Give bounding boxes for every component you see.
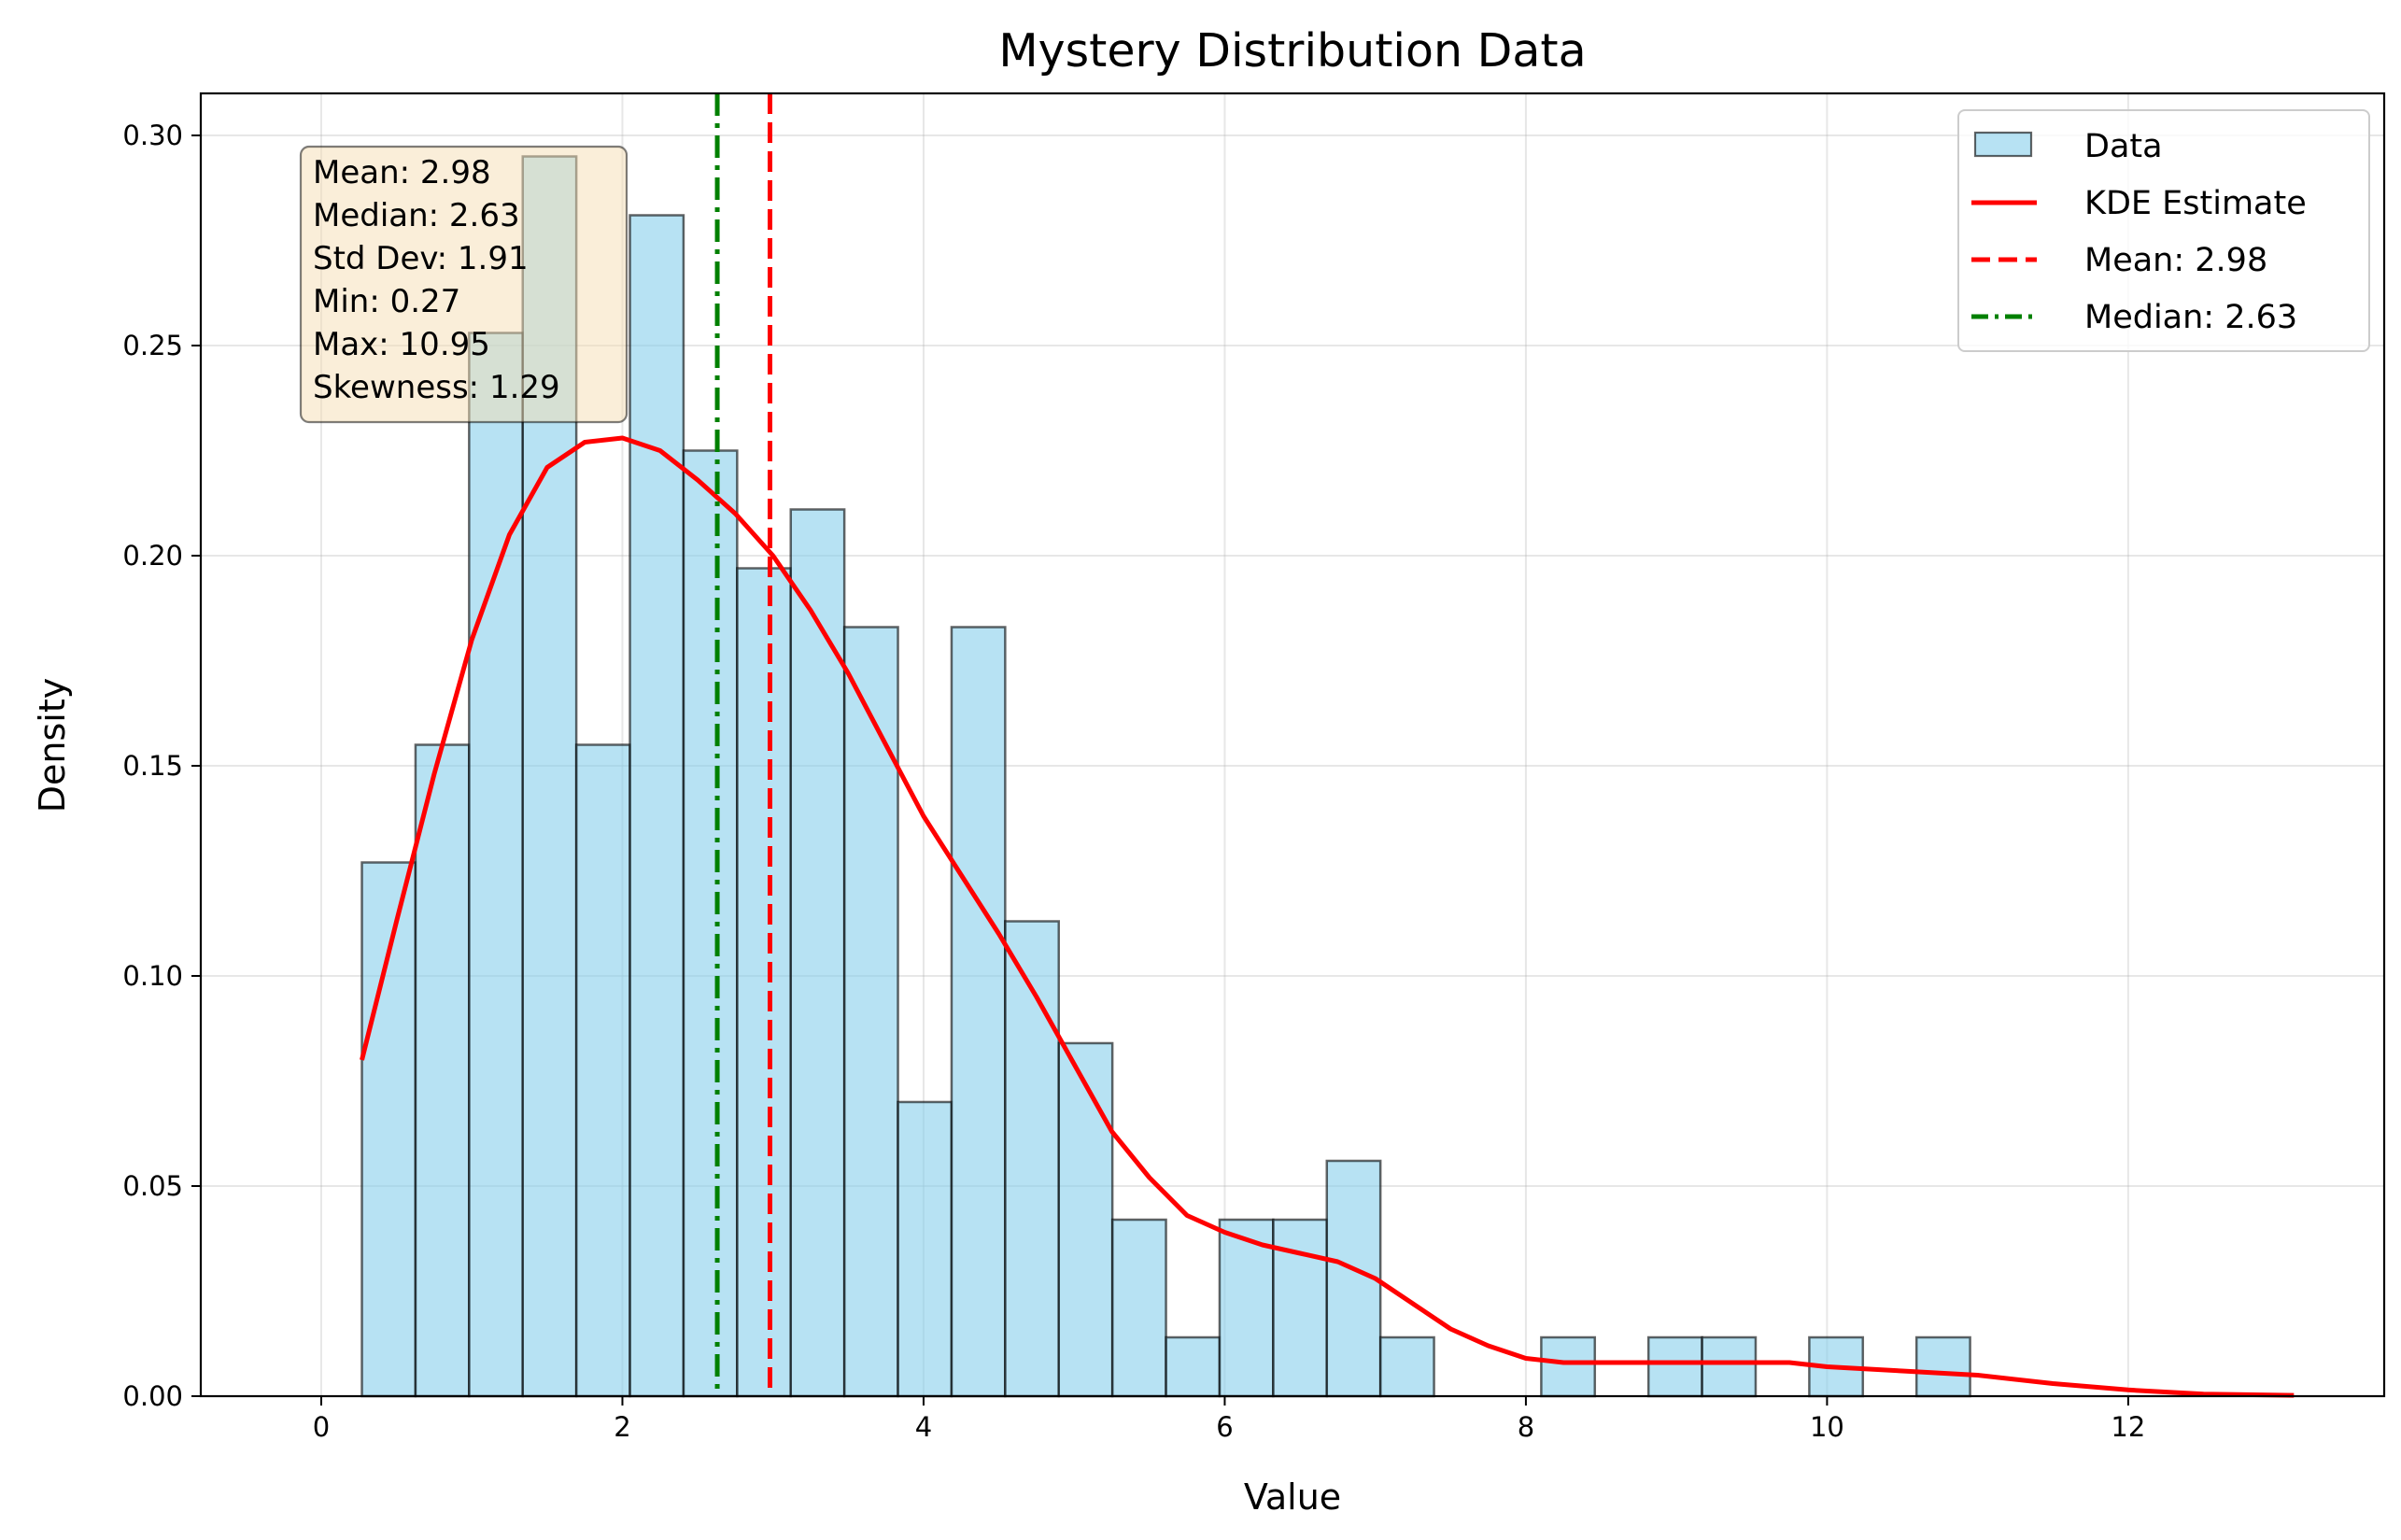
x-tick-label: 0 bbox=[313, 1411, 330, 1443]
x-tick-label: 12 bbox=[2111, 1411, 2145, 1443]
y-tick-label: 0.15 bbox=[122, 750, 183, 782]
x-tick-label: 4 bbox=[915, 1411, 932, 1443]
stats-line: Mean: 2.98 bbox=[313, 154, 491, 191]
y-tick-label: 0.20 bbox=[122, 540, 183, 572]
plot-frame bbox=[199, 92, 2386, 1398]
y-axis-ticks: 0.00 0.05 0.10 0.15 0.20 0.25 0.30 bbox=[122, 120, 201, 1412]
histogram-bar bbox=[1165, 1335, 1222, 1398]
histogram-bar bbox=[736, 567, 792, 1398]
x-tick-label: 8 bbox=[1518, 1411, 1534, 1443]
stats-line: Min: 0.27 bbox=[313, 283, 460, 320]
histogram-bar bbox=[682, 449, 739, 1398]
y-tick-label: 0.00 bbox=[122, 1380, 183, 1412]
legend: Data KDE Estimate Mean: 2.98 Median: 2.6… bbox=[1957, 109, 2370, 352]
legend-label-median: Median: 2.63 bbox=[2084, 299, 2297, 336]
legend-swatch-data bbox=[1973, 131, 2033, 158]
histogram-bar bbox=[468, 332, 524, 1398]
chart-title: Mystery Distribution Data bbox=[998, 24, 1586, 78]
histogram-bar bbox=[360, 861, 417, 1398]
histogram-bar bbox=[897, 1100, 953, 1398]
histogram-bar bbox=[789, 508, 846, 1398]
histogram-bar bbox=[1914, 1335, 1971, 1398]
legend-label-mean: Mean: 2.98 bbox=[2084, 242, 2267, 279]
x-axis-label: Value bbox=[1244, 1476, 1341, 1518]
x-tick-label: 6 bbox=[1216, 1411, 1233, 1443]
histogram-bar bbox=[1701, 1335, 1758, 1398]
stats-line: Skewness: 1.29 bbox=[313, 369, 560, 406]
histogram-bar bbox=[414, 743, 471, 1398]
y-tick-label: 0.10 bbox=[122, 960, 183, 992]
reference-lines bbox=[360, 93, 2295, 1398]
histogram-bar bbox=[1057, 1041, 1114, 1398]
histogram-bar bbox=[1272, 1218, 1329, 1398]
legend-frame bbox=[1957, 109, 2370, 352]
x-tick-label: 10 bbox=[1810, 1411, 1844, 1443]
histogram-bar bbox=[574, 743, 631, 1398]
stats-box: Mean: 2.98 Median: 2.63 Std Dev: 1.91 Mi… bbox=[299, 145, 628, 424]
legend-label-kde: KDE Estimate bbox=[2084, 185, 2307, 222]
histogram-bar bbox=[1646, 1335, 1703, 1398]
kde-curve bbox=[360, 435, 2295, 1398]
histogram-bar bbox=[628, 214, 685, 1398]
x-axis-ticks: 0 2 4 6 8 10 12 bbox=[313, 1396, 2145, 1443]
y-axis-label: Density bbox=[32, 678, 73, 812]
legend-label-data: Data bbox=[2084, 128, 2163, 165]
histogram-bar bbox=[950, 626, 1007, 1398]
histogram-bar bbox=[1110, 1218, 1167, 1398]
stats-line: Median: 2.63 bbox=[313, 197, 520, 234]
x-tick-label: 2 bbox=[614, 1411, 630, 1443]
histogram-bar bbox=[1540, 1335, 1597, 1398]
stats-box-background bbox=[299, 145, 628, 424]
histogram-bar bbox=[1378, 1335, 1435, 1398]
histogram-bar bbox=[842, 626, 899, 1398]
stats-line: Std Dev: 1.91 bbox=[313, 240, 529, 277]
stats-line: Max: 10.95 bbox=[313, 326, 490, 363]
y-tick-label: 0.05 bbox=[122, 1170, 183, 1202]
y-tick-label: 0.25 bbox=[122, 330, 183, 361]
y-tick-label: 0.30 bbox=[122, 120, 183, 151]
